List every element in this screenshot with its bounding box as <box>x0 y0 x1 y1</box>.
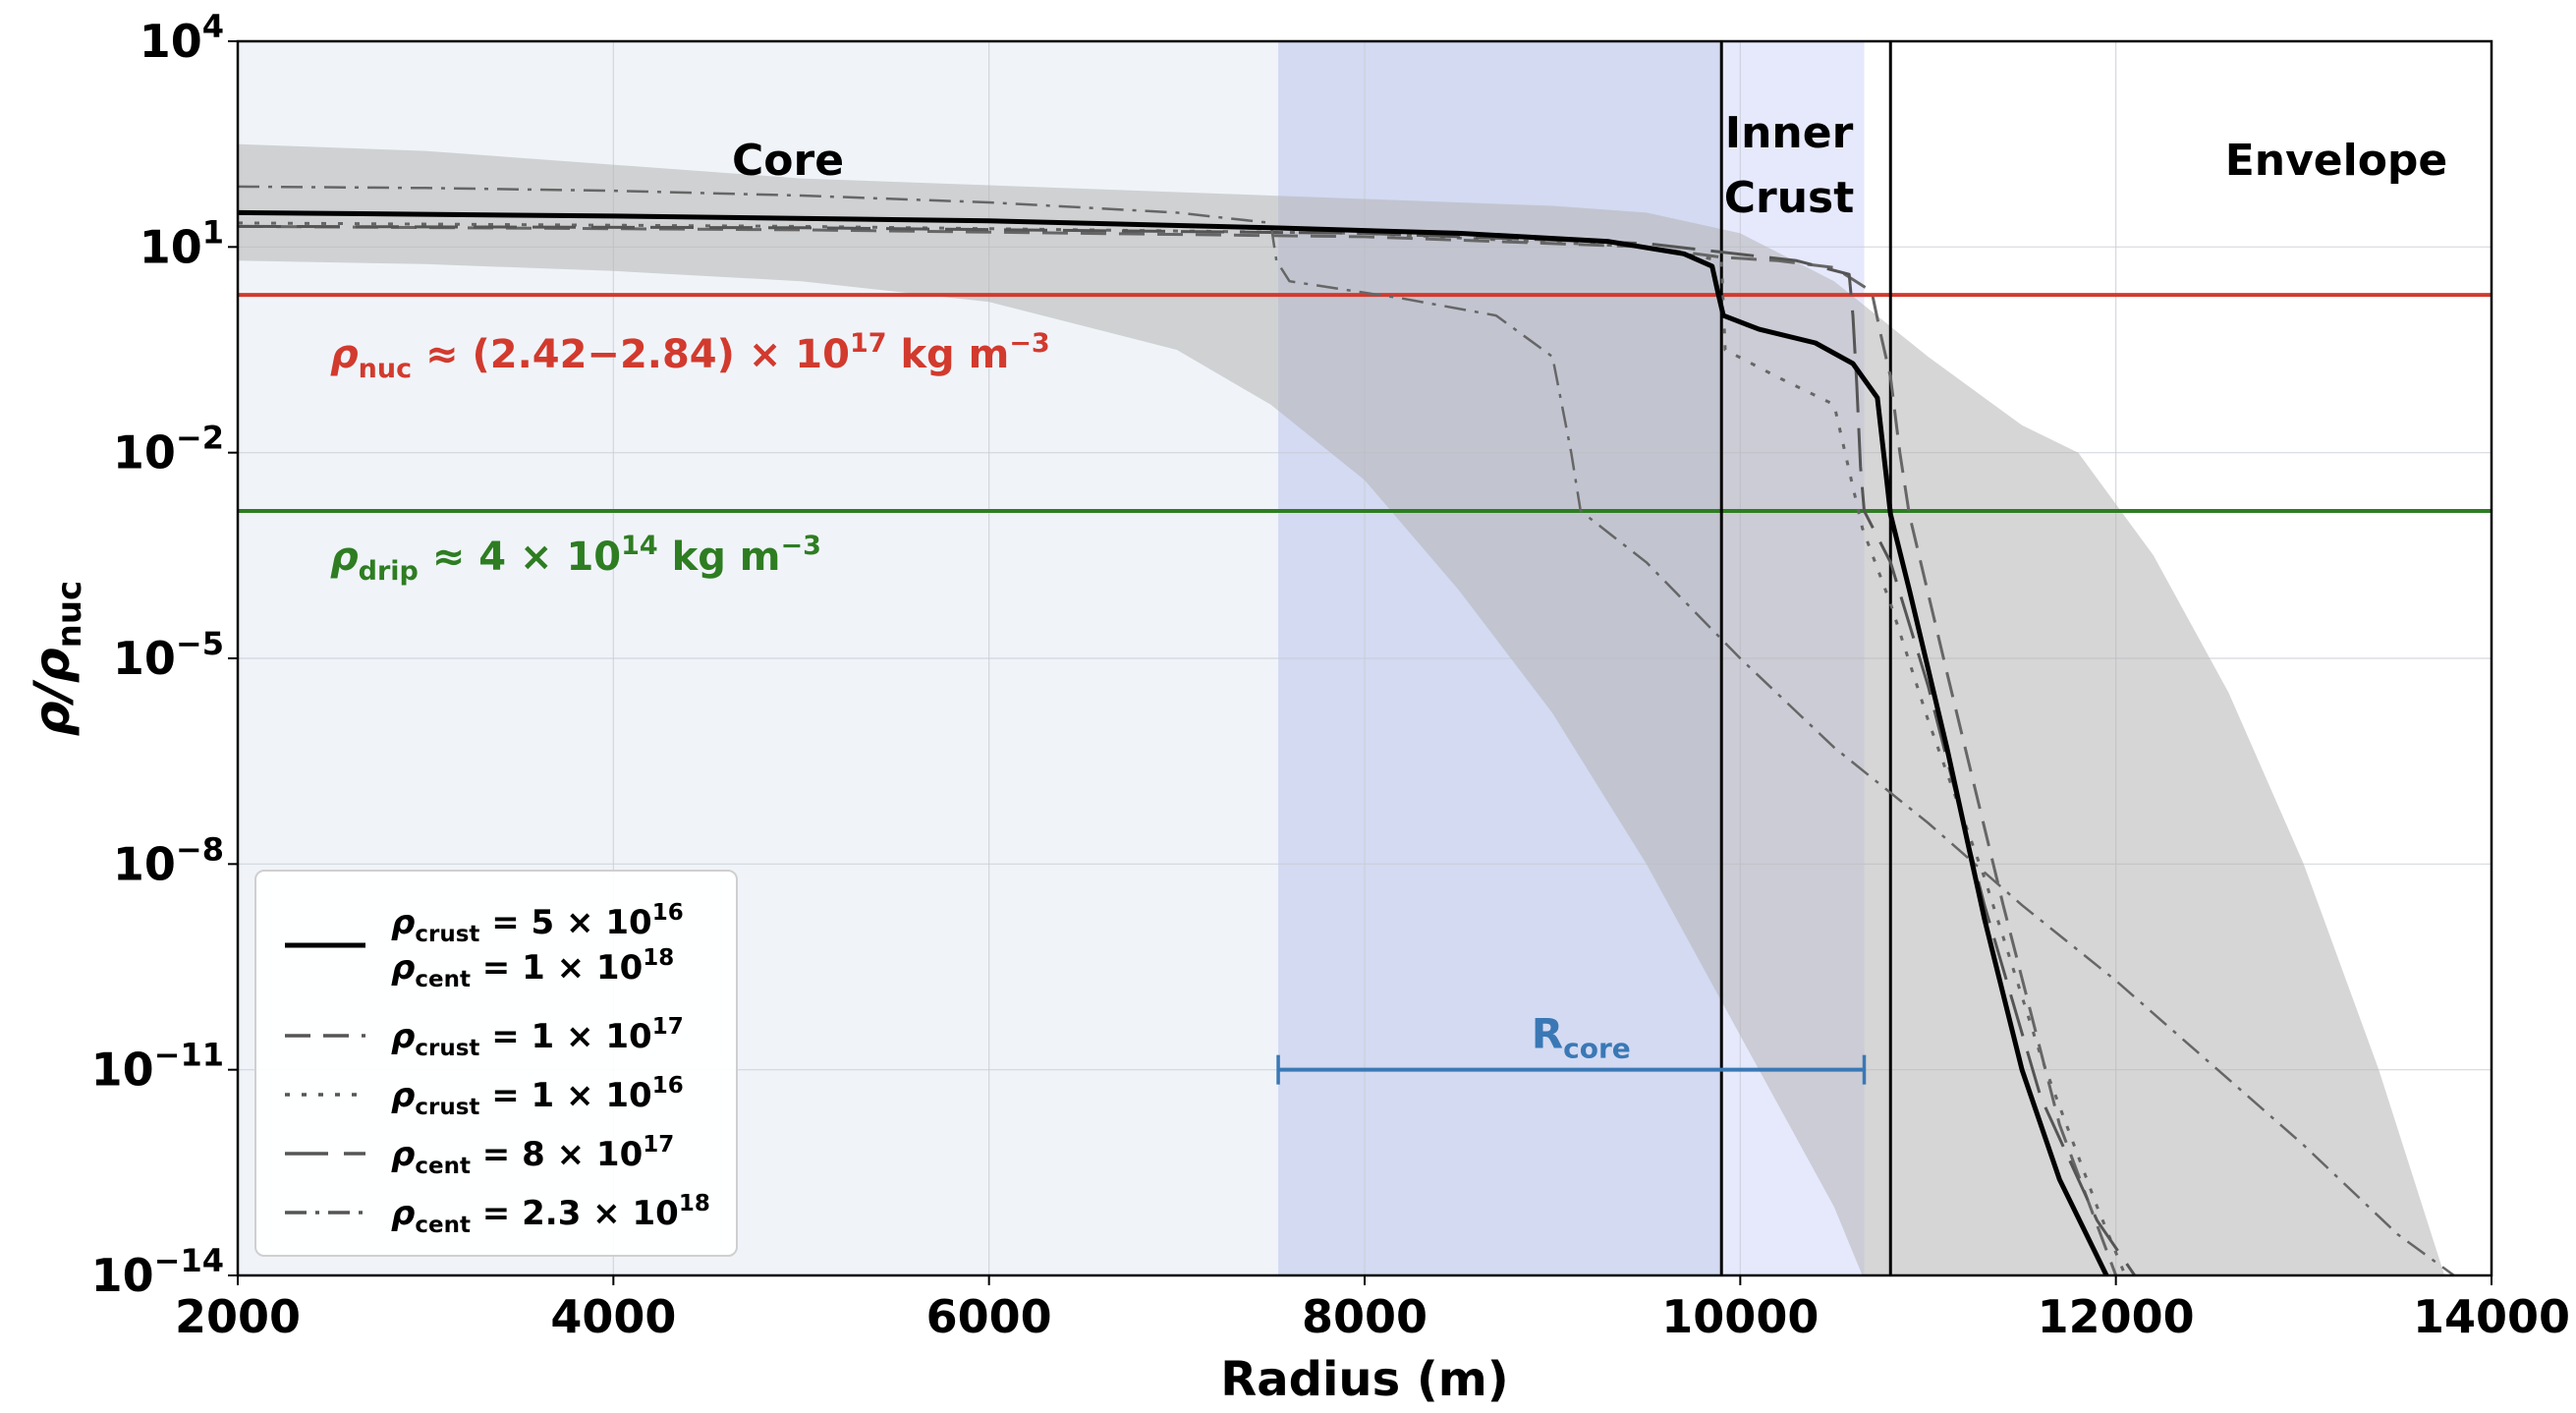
rho-drip-line-label-unit-exponent: −3 <box>780 531 820 561</box>
uncertainty-band <box>238 143 2445 1275</box>
y-tick-exponent: −5 <box>176 625 224 662</box>
y-axis-label-main: ρ/ρ <box>24 648 81 736</box>
y-tick-label: 10−8 <box>113 830 224 890</box>
x-tick-label: 6000 <box>926 1290 1052 1343</box>
legend-entry-4-text: = 2.3 × 10 <box>471 1194 679 1233</box>
y-tick-label: 104 <box>140 8 224 68</box>
y-tick-exponent: −14 <box>154 1242 224 1279</box>
y-tick-base: 10 <box>91 1044 154 1097</box>
rho-drip-line-label: ρdrip ≈ 4 × 1014 kg m−3 <box>330 531 821 587</box>
x-axis-label: Radius (m) <box>1220 1352 1509 1407</box>
x-tick-label: 14000 <box>2413 1290 2570 1343</box>
envelope-label: Envelope <box>2225 136 2448 186</box>
legend-entry-0-line1: ρcrust = 5 × 1016 <box>391 900 684 947</box>
legend-entry-1-subscript: crust <box>415 1036 479 1061</box>
y-axis-label: ρ/ρnuc <box>24 581 89 736</box>
series-line-dotted <box>238 221 2127 1275</box>
rho-nuc-line-label-exponent: 17 <box>850 328 887 359</box>
legend-entry-0-line2-exponent: 18 <box>643 945 674 971</box>
legend-entry-4: ρcent = 2.3 × 1018 <box>391 1191 710 1238</box>
y-tick-base: 10 <box>91 1249 154 1302</box>
legend-entry-1-text: = 1 × 10 <box>479 1017 651 1056</box>
y-tick-label: 10−5 <box>113 625 224 685</box>
legend-entry-3-exponent: 17 <box>643 1132 674 1158</box>
core-label: Core <box>732 136 844 186</box>
x-tick-label: 8000 <box>1302 1290 1428 1343</box>
y-tick-base: 10 <box>113 632 176 685</box>
x-tick-label: 12000 <box>2038 1290 2195 1343</box>
legend-entry-2-text: = 1 × 10 <box>479 1076 651 1115</box>
inner-crust-label-line2: Crust <box>1724 173 1855 223</box>
legend-entry-0-line2-symbol: ρ <box>391 948 415 988</box>
series-line-solid <box>238 209 2109 1275</box>
rcore-label-sub: core <box>1563 1033 1631 1065</box>
rho-nuc-line-label: ρnuc ≈ (2.42−2.84) × 1017 kg m−3 <box>330 328 1050 384</box>
rho-drip-line-label-symbol: ρ <box>330 535 359 580</box>
series-line-dashed <box>238 224 2118 1275</box>
y-tick-exponent: −11 <box>154 1037 224 1074</box>
legend-entry-2-subscript: crust <box>415 1095 479 1120</box>
x-tick-label: 10000 <box>1661 1290 1819 1343</box>
y-tick-exponent: 1 <box>202 213 224 251</box>
legend-entry-0-line2-text: = 1 × 10 <box>471 948 643 988</box>
rho-drip-line-label-unit: kg m <box>658 535 781 580</box>
rho-nuc-line-label-text: ≈ (2.42−2.84) × 10 <box>412 332 850 377</box>
rcore-label: Rcore <box>1532 1010 1631 1065</box>
rho-nuc-line-label-unit-exponent: −3 <box>1009 328 1049 359</box>
legend-entry-2-exponent: 16 <box>652 1073 684 1099</box>
series-line-dashdot <box>238 185 2455 1275</box>
plot-area <box>238 41 2492 1275</box>
legend-entry-0-line2-subscript: cent <box>415 967 471 992</box>
y-tick-base: 10 <box>140 15 202 68</box>
legend-entry-1-symbol: ρ <box>391 1017 415 1056</box>
rho-nuc-line-label-subscript: nuc <box>359 354 412 384</box>
x-tick-label: 2000 <box>175 1290 301 1343</box>
y-tick-label: 10−11 <box>91 1037 224 1097</box>
inner-crust-label-line1: Inner <box>1725 108 1854 158</box>
rho-drip-line-label-text: ≈ 4 × 10 <box>419 535 621 580</box>
legend-entry-3-subscript: cent <box>415 1154 471 1179</box>
y-tick-base: 10 <box>113 426 176 480</box>
legend-entry-4-exponent: 18 <box>679 1191 710 1216</box>
legend-entry-2: ρcrust = 1 × 1016 <box>391 1073 684 1120</box>
legend-entry-0-line2: ρcent = 1 × 1018 <box>391 945 674 992</box>
legend-entry-2-symbol: ρ <box>391 1076 415 1115</box>
legend-entry-4-subscript: cent <box>415 1213 471 1238</box>
series-line-longdash <box>238 224 2137 1275</box>
y-tick-base: 10 <box>113 837 176 890</box>
legend-entry-0-line1-exponent: 16 <box>652 900 684 926</box>
legend-entry-3-text: = 8 × 10 <box>471 1135 643 1174</box>
legend-entry-4-symbol: ρ <box>391 1194 415 1233</box>
y-tick-label: 10−14 <box>91 1242 224 1302</box>
rho-drip-line-label-subscript: drip <box>359 556 419 587</box>
y-tick-exponent: −8 <box>176 830 224 868</box>
y-tick-exponent: 4 <box>202 8 224 45</box>
rho-nuc-line-label-symbol: ρ <box>330 332 359 377</box>
rho-drip-line-label-exponent: 14 <box>621 531 658 561</box>
y-tick-exponent: −2 <box>176 420 224 457</box>
legend-entry-3: ρcent = 8 × 1017 <box>391 1132 674 1179</box>
legend-entry-0-line1-symbol: ρ <box>391 903 415 942</box>
y-tick-base: 10 <box>140 220 202 273</box>
y-axis-label-sub: nuc <box>50 581 89 649</box>
rcore-label-main: R <box>1532 1010 1563 1058</box>
legend-box <box>254 870 738 1257</box>
x-tick-label: 4000 <box>550 1290 676 1343</box>
legend-entry-3-symbol: ρ <box>391 1135 415 1174</box>
y-tick-label: 101 <box>140 213 224 273</box>
legend-entry-1-exponent: 17 <box>652 1014 684 1040</box>
y-tick-label: 10−2 <box>113 420 224 480</box>
legend-entry-0-line1-subscript: crust <box>415 922 479 947</box>
rho-nuc-line-label-unit: kg m <box>887 332 1010 377</box>
legend-entry-0-line1-text: = 5 × 10 <box>479 903 651 942</box>
legend-entry-1: ρcrust = 1 × 1017 <box>391 1014 684 1061</box>
